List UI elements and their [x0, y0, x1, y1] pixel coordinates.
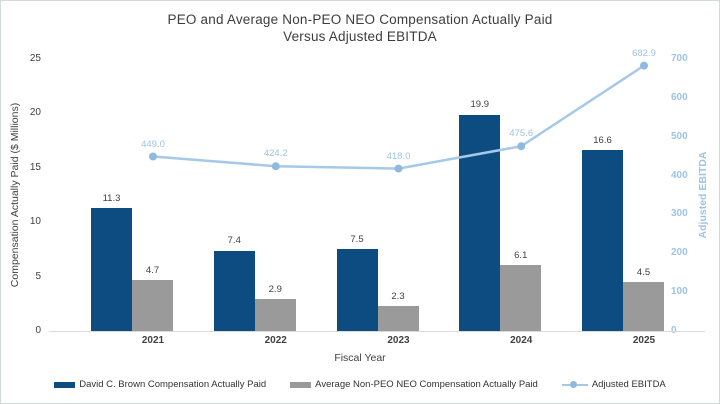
y-left-tick: 5: [35, 270, 41, 282]
chart-title: PEO and Average Non-PEO NEO Compensation…: [1, 12, 719, 45]
y-right-tick: 400: [671, 169, 688, 181]
y-right-tick: 100: [671, 286, 688, 298]
legend-item-peo-bar: David C. Brown Compensation Actually Pai…: [54, 379, 266, 390]
bar-neo-2021: [132, 279, 173, 331]
ebitda-marker-icon: [517, 142, 526, 151]
bar-neo-2022: [254, 299, 296, 331]
left-axis-title: Compensation Actually Paid ($ Millions): [9, 102, 21, 288]
y-left-tick: 10: [29, 216, 41, 228]
line-value-label: 424.2: [263, 148, 288, 160]
line-value-label: 682.9: [632, 47, 656, 59]
ebitda-marker-icon: [271, 162, 280, 171]
y-right-tick: 700: [671, 53, 688, 64]
bar-value-label: 7.4: [227, 235, 241, 247]
ebitda-marker-icon: [640, 61, 648, 70]
x-category-2024: 2024: [510, 335, 533, 346]
bar-value-label: 2.9: [268, 284, 282, 296]
bar-value-label: 4.5: [636, 267, 651, 279]
bar-value-label: 11.3: [102, 193, 121, 205]
y-right-tick: 200: [671, 247, 688, 259]
x-category-2023: 2023: [387, 335, 410, 346]
y-left-tick: 20: [29, 107, 41, 119]
bar-peo-2022: [213, 250, 255, 331]
bar-neo-2025: [623, 282, 664, 331]
legend-swatch-peo-bar: [54, 381, 76, 388]
legend-line-marker-icon: [569, 381, 577, 388]
bar-value-label: 6.1: [514, 249, 528, 261]
chart-title-line2: Versus Adjusted EBITDA: [283, 28, 437, 44]
bar-peo-2023: [336, 249, 378, 331]
legend: David C. Brown Compensation Actually Pai…: [1, 379, 719, 390]
y-left-tick: 15: [29, 161, 41, 173]
line-value-label: 475.6: [509, 128, 534, 140]
y-right-tick: 600: [671, 91, 688, 103]
y-right-tick: 500: [671, 130, 688, 142]
bar-value-label: 4.7: [145, 264, 160, 276]
legend-label-ebitda: Adjusted EBITDA: [591, 379, 666, 390]
bar-neo-2023: [377, 305, 419, 331]
bar-value-label: 19.9: [470, 99, 490, 111]
legend-label-neo: Average Non-PEO NEO Compensation Actuall…: [315, 379, 538, 390]
x-category-2022: 2022: [264, 335, 287, 346]
bar-peo-2021: [91, 208, 132, 331]
legend-label-peo: David C. Brown Compensation Actually Pai…: [79, 379, 267, 390]
legend-swatch-ebitda-line: [561, 380, 588, 389]
legend-item-neo-bar: Average Non-PEO NEO Compensation Actuall…: [290, 379, 538, 390]
y-right-tick: 300: [671, 208, 688, 220]
bar-neo-2024: [500, 264, 542, 331]
bar-value-label: 2.3: [391, 290, 405, 302]
x-category-2025: 2025: [632, 335, 656, 346]
legend-swatch-neo-bar: [290, 381, 312, 388]
chart-title-line1: PEO and Average Non-PEO NEO Compensation…: [167, 12, 553, 27]
x-category-2021: 2021: [141, 335, 165, 346]
ebitda-marker-icon: [149, 152, 157, 161]
plot-area: 11.3 7.4 7.5 19.9 16.6 4.7 2.9 2.3 6.1 4.5 449.0 42…: [49, 48, 705, 332]
line-value-label: 418.0: [386, 150, 411, 162]
ebitda-line: [149, 61, 648, 173]
bar-value-label: 7.5: [350, 234, 364, 246]
line-value-label: 449.0: [141, 138, 165, 150]
y-right-tick: 0: [671, 325, 677, 336]
bar-value-label: 16.6: [593, 135, 612, 147]
x-axis-title: Fiscal Year: [334, 352, 386, 364]
y-left-tick: 0: [35, 325, 41, 336]
bar-peo-2025: [582, 150, 623, 331]
y-left-tick: 25: [29, 53, 41, 64]
legend-item-ebitda-line: Adjusted EBITDA: [561, 379, 666, 390]
ebitda-marker-icon: [394, 164, 403, 173]
